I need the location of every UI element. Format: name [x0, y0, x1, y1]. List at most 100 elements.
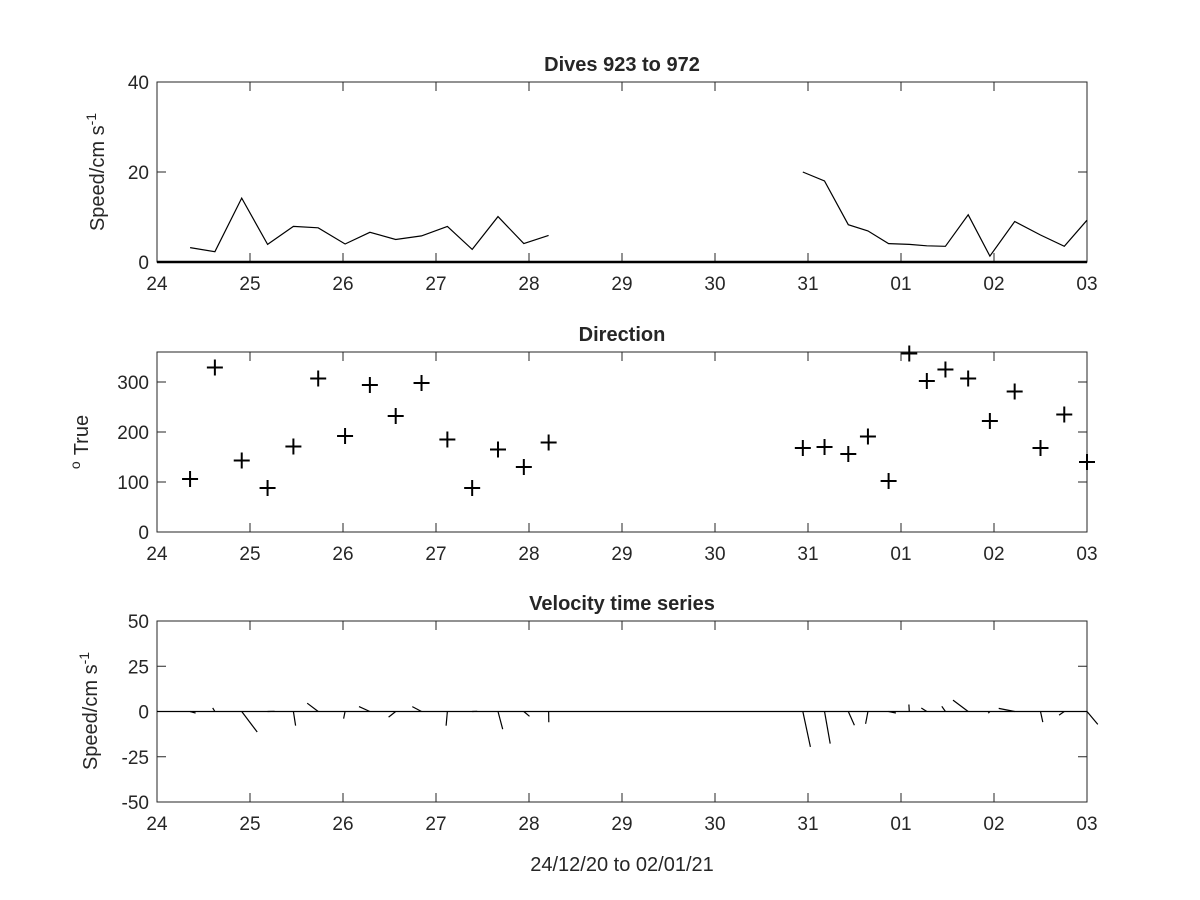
- direction-x-tick-label: 28: [518, 544, 539, 565]
- speed-x-tick-label: 28: [518, 274, 539, 295]
- direction-x-tick-label: 01: [890, 544, 911, 565]
- direction-y-tick-label: 100: [117, 473, 149, 494]
- velocity-stick: [241, 711, 258, 733]
- speed-x-tick-label: 25: [239, 274, 260, 295]
- direction-panel: Direction o True 24 25 26 27 28 29 30 31 01 02 03 0 1…: [67, 324, 1098, 565]
- velocity-panel-title: Velocity time series: [529, 593, 715, 615]
- velocity-stick: [343, 711, 346, 719]
- speed-x-tick-label: 03: [1076, 274, 1097, 295]
- velocity-panel-ylabel: Speed/cm s-1: [76, 652, 102, 770]
- velocity-stick: [1039, 711, 1044, 723]
- direction-point: [464, 480, 481, 496]
- direction-x-tick-label: 31: [797, 544, 818, 565]
- direction-point: [540, 434, 557, 451]
- direction-point: [1032, 440, 1049, 456]
- velocity-stick: [802, 711, 811, 748]
- velocity-stick: [998, 707, 1015, 713]
- speed-x-tick-label: 27: [425, 274, 446, 295]
- velocity-stick: [497, 711, 504, 730]
- speed-y-tick-label: 40: [128, 73, 149, 94]
- direction-point: [981, 413, 998, 429]
- velocity-stick: [920, 707, 928, 713]
- x-axis-label: 24/12/20 to 02/01/21: [530, 854, 714, 876]
- direction-panel-title: Direction: [579, 324, 666, 346]
- velocity-stick: [306, 702, 319, 712]
- velocity-x-tick-label: 26: [332, 814, 353, 835]
- direction-point: [1006, 383, 1023, 400]
- velocity-y-tick-label: -50: [122, 793, 149, 814]
- velocity-y-tick-label: -25: [122, 748, 149, 769]
- speed-x-tick-label: 30: [704, 274, 725, 295]
- velocity-stick: [952, 699, 969, 712]
- velocity-x-tick-label: 31: [797, 814, 818, 835]
- direction-point: [880, 473, 897, 489]
- velocity-stick: [1086, 711, 1099, 725]
- direction-point: [918, 373, 935, 389]
- velocity-stick: [1058, 711, 1065, 716]
- direction-point: [1056, 406, 1073, 423]
- direction-panel-ylabel: o True: [67, 415, 93, 469]
- direction-plot-frame: [156, 351, 1088, 533]
- velocity-stick: [189, 710, 196, 714]
- direction-point: [206, 359, 223, 376]
- speed-series-line-1: [190, 196, 549, 253]
- direction-x-tick-label: 30: [704, 544, 725, 565]
- velocity-y-tick-label: 0: [138, 703, 149, 724]
- direction-point: [960, 370, 977, 387]
- direction-point: [285, 438, 302, 455]
- direction-point: [1079, 454, 1095, 470]
- velocity-x-tick-label: 30: [704, 814, 725, 835]
- velocity-stick: [445, 711, 448, 726]
- speed-x-tick-label: 31: [797, 274, 818, 295]
- velocity-x-tick-label: 27: [425, 814, 446, 835]
- direction-point: [937, 361, 954, 378]
- speed-y-tick-label: 20: [128, 163, 149, 184]
- velocity-stick: [212, 707, 216, 712]
- direction-point: [439, 431, 456, 448]
- velocity-x-tick-label: 01: [890, 814, 911, 835]
- speed-panel: Dives 923 to 972 Speed/cm s-1 24 25 26 27 28…: [83, 54, 1098, 295]
- direction-x-tick-label: 27: [425, 544, 446, 565]
- velocity-x-tick-label: 03: [1076, 814, 1097, 835]
- direction-y-tick-label: 200: [117, 423, 149, 444]
- velocity-x-tick-label: 29: [611, 814, 632, 835]
- velocity-stick: [358, 706, 371, 713]
- velocity-panel-ylabel-text: Speed/cm s: [80, 664, 102, 770]
- velocity-stick: [823, 711, 831, 744]
- direction-x-tick-label: 26: [332, 544, 353, 565]
- velocity-stick: [292, 711, 297, 726]
- direction-point: [413, 375, 430, 391]
- direction-x-tick-label: 02: [983, 544, 1004, 565]
- direction-point: [361, 377, 378, 393]
- velocity-stick: [941, 705, 946, 712]
- velocity-panel-ylabel-exponent: -1: [76, 652, 92, 665]
- direction-x-tick-label: 24: [146, 544, 168, 565]
- velocity-y-tick-label: 25: [128, 657, 149, 678]
- speed-x-tick-label: 26: [332, 274, 353, 295]
- direction-x-tick-label: 03: [1076, 544, 1097, 565]
- velocity-x-tick-label: 02: [983, 814, 1004, 835]
- speed-panel-ylabel-exponent: -1: [83, 113, 99, 126]
- velocity-x-tick-label: 28: [518, 814, 539, 835]
- speed-plot-frame: [156, 81, 1088, 263]
- velocity-x-tick-label: 24: [146, 814, 168, 835]
- direction-point: [490, 441, 506, 458]
- velocity-panel: Velocity time series Speed/cm s-1 24 25 26…: [76, 593, 1099, 835]
- velocity-stick: [865, 711, 869, 724]
- speed-panel-ylabel: Speed/cm s-1: [83, 113, 109, 231]
- direction-panel-ylabel-degree: o: [67, 461, 83, 469]
- direction-x-tick-label: 29: [611, 544, 632, 565]
- direction-point: [310, 370, 327, 387]
- direction-point: [337, 428, 354, 444]
- direction-point: [816, 439, 833, 455]
- direction-y-tick-label: 300: [117, 373, 149, 394]
- direction-point: [387, 408, 404, 424]
- speed-panel-ylabel-text: Speed/cm s: [87, 125, 109, 231]
- velocity-y-tick-label: 50: [128, 612, 149, 633]
- direction-panel-ylabel-text: True: [71, 415, 93, 455]
- velocity-stick: [388, 711, 397, 718]
- direction-x-tick-label: 25: [239, 544, 260, 565]
- direction-point: [859, 428, 876, 445]
- speed-x-tick-label: 29: [611, 274, 632, 295]
- direction-point: [259, 480, 276, 496]
